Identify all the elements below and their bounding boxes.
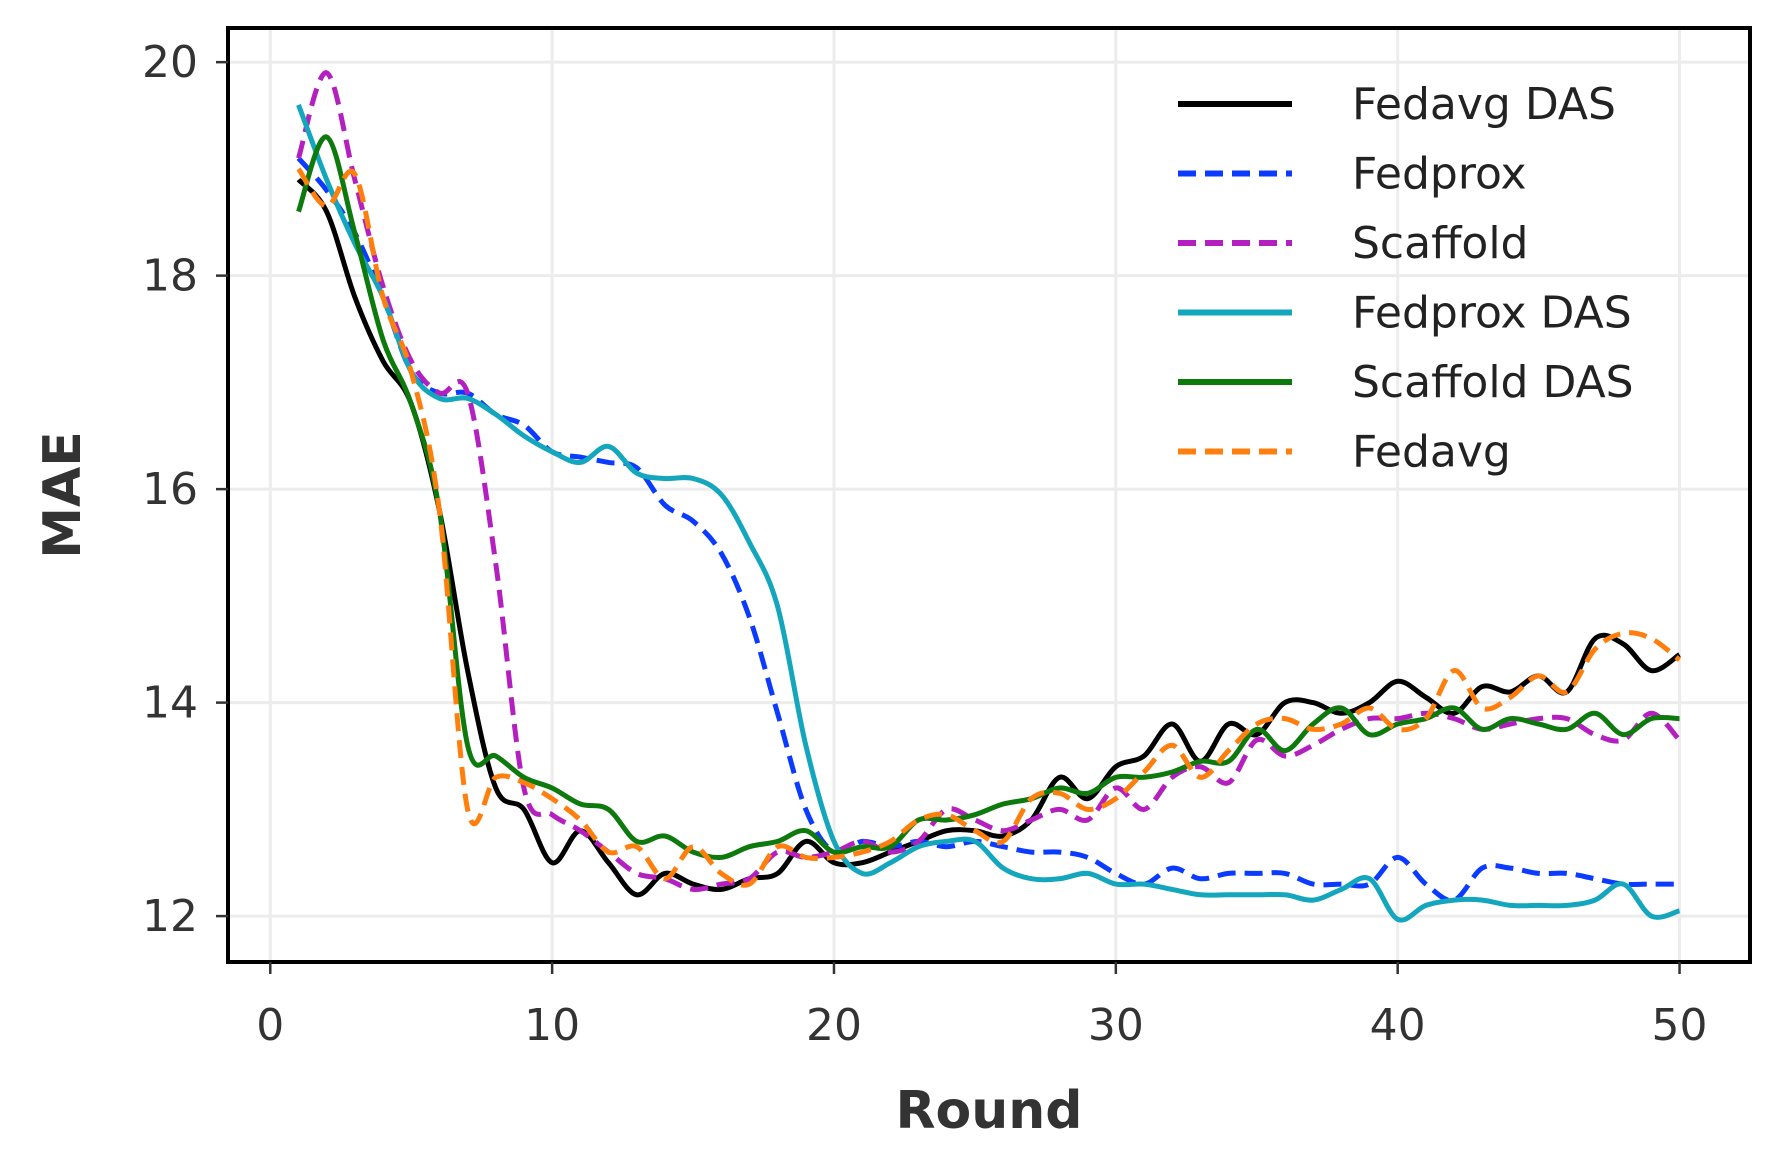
legend-label-fedavg-das: Fedavg DAS xyxy=(1352,79,1616,130)
x-tick-label: 50 xyxy=(1652,1000,1708,1051)
x-tick-label: 40 xyxy=(1370,1000,1426,1051)
legend-label-scaffold: Scaffold xyxy=(1352,218,1528,269)
y-tick-label: 18 xyxy=(142,251,198,302)
y-tick-label: 14 xyxy=(142,678,198,729)
legend-label-fedprox-das: Fedprox DAS xyxy=(1352,288,1632,339)
axis-ticks: 0 10 20 30 40 50 12 14 16 18 20 xyxy=(142,37,1708,1051)
legend-label-fedprox: Fedprox xyxy=(1352,149,1527,200)
legend: Fedavg DAS Fedprox Scaffold Fedprox DAS Scaf… xyxy=(1178,79,1634,478)
series-line-fedprox-das xyxy=(296,104,1681,923)
x-tick-label: 30 xyxy=(1088,1000,1144,1051)
series-lines xyxy=(296,70,1682,923)
grid xyxy=(228,28,1750,962)
plot-frame xyxy=(226,26,1752,964)
series-line-fedprox xyxy=(296,156,1680,903)
series-line-fedavg xyxy=(296,167,1682,888)
legend-label-scaffold-das: Scaffold DAS xyxy=(1352,357,1634,408)
y-tick-label: 16 xyxy=(142,464,198,515)
y-axis-label: MAE xyxy=(33,431,93,559)
legend-label-fedavg: Fedavg xyxy=(1352,427,1511,478)
y-tick-label: 20 xyxy=(142,37,198,88)
x-axis-label: Round xyxy=(895,1081,1082,1141)
y-tick-label: 12 xyxy=(142,891,198,942)
x-tick-label: 0 xyxy=(256,1000,284,1051)
x-tick-label: 10 xyxy=(524,1000,580,1051)
x-tick-label: 20 xyxy=(806,1000,862,1051)
